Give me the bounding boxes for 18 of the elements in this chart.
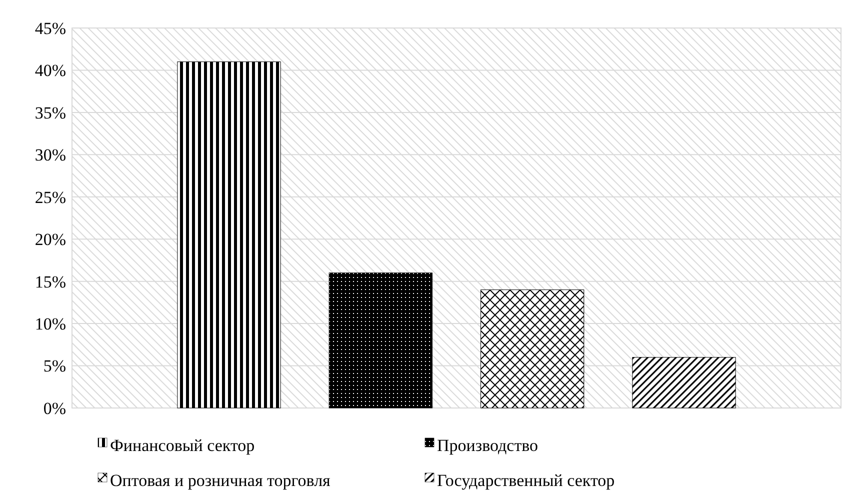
legend-label: Финансовый сектор (110, 436, 255, 455)
y-tick-label: 15% (34, 272, 66, 292)
y-tick-label: 40% (34, 61, 66, 80)
y-tick-label: 20% (34, 230, 66, 250)
y-tick-label: 25% (34, 188, 66, 207)
y-tick-label: 0% (43, 398, 66, 418)
legend-label: Оптовая и розничная торговля (110, 470, 331, 490)
bar (632, 357, 736, 408)
y-tick-label: 35% (34, 103, 66, 122)
bar (480, 290, 584, 408)
bar (328, 272, 432, 408)
y-tick-label: 30% (34, 146, 66, 165)
y-tick-label: 45% (34, 18, 66, 38)
bar (177, 62, 281, 408)
legend-label: Производство (437, 436, 538, 455)
legend-label: Государственный сектор (437, 470, 615, 490)
y-tick-label: 10% (34, 314, 66, 334)
y-tick-label: 5% (43, 356, 66, 376)
